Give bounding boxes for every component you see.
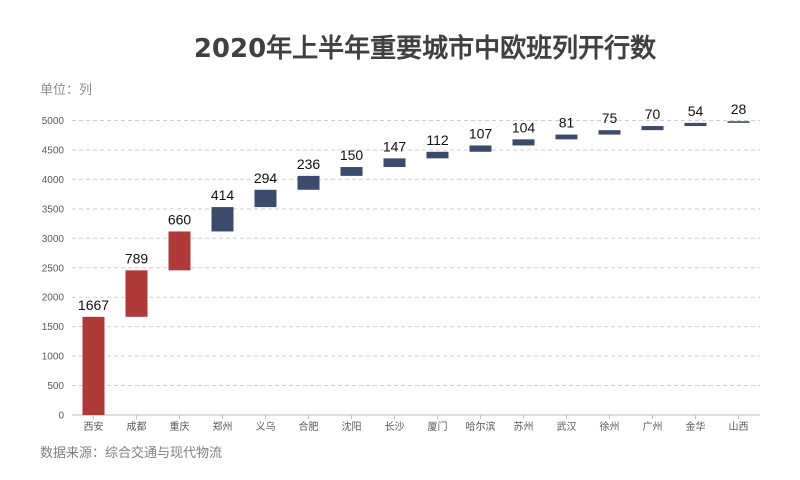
x-tick-label: 义乌 (256, 420, 276, 433)
data-label: 75 (602, 110, 618, 126)
bar-广州 (641, 126, 664, 131)
x-tick-label: 山西 (729, 421, 749, 433)
data-label: 81 (559, 115, 575, 131)
data-label: 147 (383, 138, 407, 154)
data-label: 112 (426, 132, 449, 148)
x-tick-label: 成都 (127, 421, 147, 433)
y-tick-label: 4000 (42, 175, 65, 186)
y-tick-label: 500 (47, 381, 64, 392)
x-tick-label: 重庆 (170, 420, 190, 433)
bar-徐州 (598, 130, 621, 135)
x-tick-label: 金华 (686, 420, 706, 433)
x-tick-label: 广州 (643, 421, 663, 433)
chart-title: 2020年上半年重要城市中欧班列开行数 (193, 34, 657, 64)
bar-西安 (82, 316, 105, 415)
y-tick-label: 2000 (42, 293, 65, 304)
x-tick-label: 厦门 (428, 420, 448, 433)
source-note: 数据来源：综合交通与现代物流 (40, 446, 223, 461)
bar-重庆 (168, 231, 191, 271)
y-tick-label: 5000 (42, 116, 65, 127)
data-label: 294 (254, 170, 278, 186)
x-tick-label: 西安 (84, 420, 104, 433)
y-tick-label: 3500 (42, 204, 65, 215)
unit-label: 单位：列 (40, 83, 93, 98)
y-tick-label: 3000 (42, 234, 65, 245)
bar-合肥 (297, 175, 320, 190)
data-label: 660 (168, 211, 192, 227)
bar-苏州 (512, 139, 535, 146)
y-tick-label: 4500 (42, 145, 65, 156)
bar-厦门 (426, 151, 449, 159)
data-label: 104 (512, 119, 536, 135)
data-label: 28 (731, 101, 747, 117)
y-tick-label: 0 (58, 411, 64, 422)
y-tick-label: 1500 (42, 322, 65, 333)
data-label: 107 (469, 125, 493, 141)
data-label: 150 (340, 147, 364, 163)
data-label: 1667 (78, 297, 109, 313)
bar-山西 (727, 121, 750, 123)
x-tick-label: 合肥 (299, 420, 319, 433)
y-tick-label: 2500 (42, 263, 65, 274)
x-tick-label: 徐州 (600, 420, 620, 433)
x-tick-label: 郑州 (213, 420, 233, 433)
y-tick-label: 1000 (42, 352, 65, 363)
bar-义乌 (254, 189, 277, 208)
x-tick-label: 苏州 (514, 420, 534, 433)
bar-长沙 (383, 158, 406, 168)
bar-成都 (125, 270, 148, 317)
bar-哈尔滨 (469, 145, 492, 152)
bar-金华 (684, 122, 707, 127)
bar-郑州 (211, 207, 234, 232)
bar-沈阳 (340, 167, 363, 176)
x-tick-label: 哈尔滨 (466, 420, 496, 433)
x-tick-label: 沈阳 (342, 420, 362, 433)
data-label: 236 (297, 156, 321, 172)
data-label: 414 (211, 187, 235, 203)
x-tick-label: 武汉 (557, 420, 577, 433)
data-label: 789 (125, 250, 149, 266)
data-label: 54 (688, 103, 704, 119)
data-label: 70 (645, 106, 661, 122)
x-tick-label: 长沙 (385, 421, 405, 433)
bar-武汉 (555, 134, 578, 140)
